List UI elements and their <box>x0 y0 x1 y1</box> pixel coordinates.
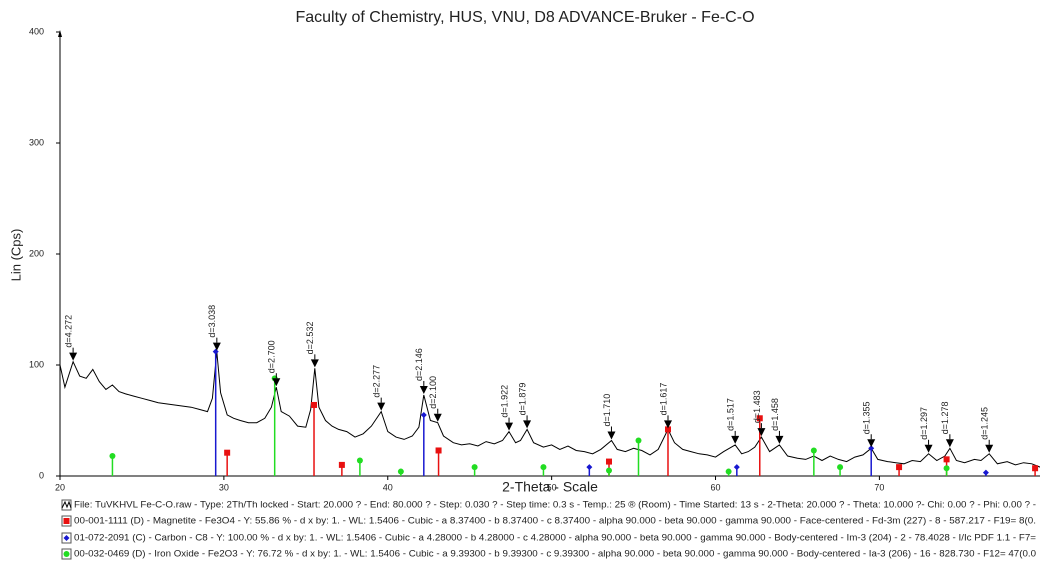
stick-marker <box>725 468 732 475</box>
axis-arrow <box>58 30 62 37</box>
legend-text: 00-001-1111 (D) - Magnetite - Fe3O4 - Y:… <box>74 515 1036 525</box>
peak-marker <box>775 435 784 444</box>
peak-label: d=2.146 <box>414 348 424 381</box>
peak-marker <box>69 352 78 361</box>
stick-marker <box>471 464 478 471</box>
peak-marker <box>663 420 672 429</box>
stick-marker <box>635 437 642 444</box>
stick-marker <box>810 447 817 454</box>
x-tick-label: 20 <box>55 482 65 492</box>
peak-label: d=1.483 <box>752 390 762 423</box>
peak-label: d=1.278 <box>940 401 950 434</box>
legend-icon <box>61 500 72 509</box>
scan-line <box>59 351 1040 468</box>
peak-marker <box>867 439 876 448</box>
stick-marker <box>311 401 318 408</box>
peak-marker <box>985 444 994 453</box>
stick-marker <box>868 445 875 452</box>
peak-marker <box>924 444 933 453</box>
stick-marker <box>397 468 404 475</box>
y-tick-label: 200 <box>29 248 44 258</box>
legend-text: File: TuVKHVL Fe-C-O.raw - Type: 2Th/Th … <box>74 499 1036 509</box>
peak-marker <box>419 385 428 394</box>
stick-marker <box>605 467 612 474</box>
stick-marker <box>63 518 70 524</box>
stick-marker <box>896 464 903 471</box>
peak-label: d=2.277 <box>372 365 382 398</box>
y-tick-label: 400 <box>29 26 44 36</box>
peak-marker <box>377 402 386 411</box>
stick-marker <box>943 465 950 472</box>
y-tick-label: 0 <box>39 470 44 480</box>
stick-marker <box>605 458 612 465</box>
stick-marker <box>733 464 740 471</box>
peak-label: d=4.272 <box>63 315 73 348</box>
stick-marker <box>664 426 671 433</box>
stick-marker <box>420 411 427 418</box>
peak-label: d=1.617 <box>658 383 668 416</box>
peak-label: d=1.245 <box>980 407 990 440</box>
stick-marker <box>586 464 593 471</box>
peak-label: d=1.355 <box>862 401 872 434</box>
peak-label: d=1.297 <box>919 407 929 440</box>
stick-marker <box>943 456 950 463</box>
peak-label: d=3.038 <box>207 305 217 338</box>
peak-marker <box>212 342 221 351</box>
peak-label: d=1.710 <box>602 394 612 427</box>
legend-text: 01-072-2091 (C) - Carbon - C8 - Y: 100.0… <box>74 532 1036 542</box>
stick-marker <box>63 551 70 557</box>
stick-marker <box>63 535 70 541</box>
stick-marker <box>756 415 763 422</box>
x-tick-label: 70 <box>874 482 884 492</box>
peak-marker <box>945 439 954 448</box>
x-axis-label: 2-Theta - Scale <box>502 479 598 495</box>
peak-marker <box>433 413 442 422</box>
x-tick-label: 60 <box>711 482 721 492</box>
peak-label: d=1.458 <box>770 398 780 431</box>
x-tick-label: 30 <box>219 482 229 492</box>
peak-marker <box>523 420 532 429</box>
chart-title: Faculty of Chemistry, HUS, VNU, D8 ADVAN… <box>295 9 754 26</box>
peak-marker <box>731 435 740 444</box>
stick-marker <box>338 461 345 468</box>
peak-label: d=1.922 <box>499 385 509 418</box>
peak-label: d=2.100 <box>428 376 438 409</box>
stick-marker <box>982 469 989 476</box>
peak-marker <box>310 359 319 368</box>
y-tick-label: 300 <box>29 137 44 147</box>
stick-marker <box>212 348 219 355</box>
peak-marker <box>757 428 766 437</box>
peak-label: d=2.532 <box>305 322 315 355</box>
peak-marker <box>272 378 281 387</box>
x-tick-label: 40 <box>383 482 393 492</box>
peak-label: d=1.879 <box>517 383 527 416</box>
peak-marker <box>505 422 514 431</box>
stick-marker <box>837 464 844 471</box>
stick-marker <box>109 453 116 460</box>
y-tick-label: 100 <box>29 359 44 369</box>
peak-marker <box>607 431 616 440</box>
stick-marker <box>1032 465 1039 472</box>
stick-marker <box>224 449 231 456</box>
stick-marker <box>435 447 442 454</box>
x-tick-label: 50 <box>547 482 557 492</box>
peak-label: d=1.517 <box>726 398 736 431</box>
stick-marker <box>356 457 363 464</box>
peak-label: d=2.700 <box>267 340 277 373</box>
y-axis-label: Lin (Cps) <box>8 229 23 282</box>
legend-text: 00-032-0469 (D) - Iron Oxide - Fe2O3 - Y… <box>74 548 1036 558</box>
stick-marker <box>540 464 547 471</box>
